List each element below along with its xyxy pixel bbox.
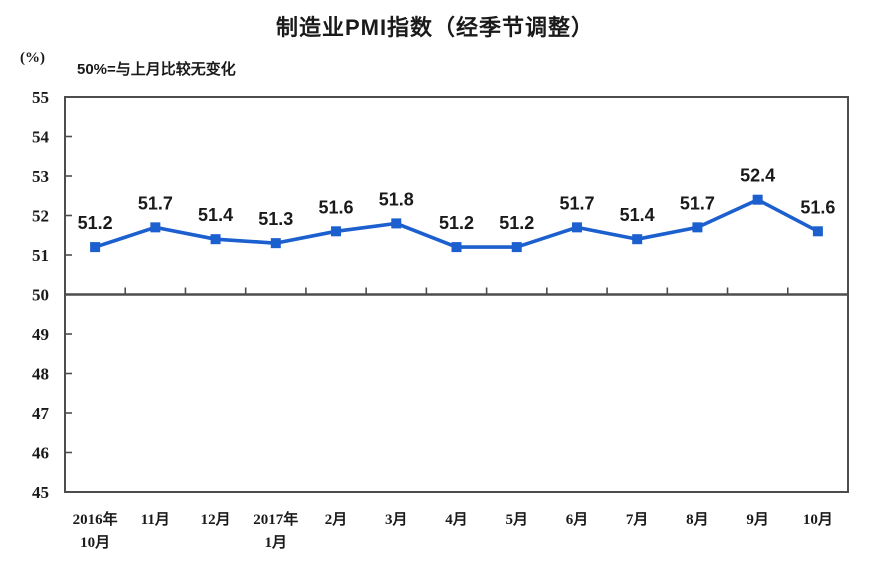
x-axis-category-label: 2月: [325, 511, 348, 528]
x-axis-category-label: 2017年 1月: [253, 510, 298, 551]
data-point-marker: [632, 234, 643, 245]
y-axis-tick-label: 54: [32, 128, 50, 147]
data-point-label: 51.4: [620, 205, 655, 225]
data-point-marker: [511, 242, 522, 253]
y-axis-tick-label: 45: [32, 483, 49, 502]
y-axis-unit-label: (%): [20, 50, 45, 66]
y-axis-tick-label: 51: [32, 246, 49, 265]
data-point-marker: [391, 218, 402, 229]
x-axis-category-label: 8月: [686, 511, 709, 528]
y-axis-tick-label: 53: [32, 167, 49, 186]
data-point-label: 51.6: [319, 197, 354, 217]
data-point-label: 51.7: [138, 193, 173, 213]
data-point-label: 51.4: [198, 205, 233, 225]
data-point-label: 51.8: [379, 189, 414, 209]
data-point-label: 51.3: [258, 209, 293, 229]
data-point-marker: [451, 242, 462, 253]
y-axis-tick-label: 47: [32, 404, 50, 423]
x-axis-category-label: 5月: [505, 511, 528, 528]
reference-line-note: 50%=与上月比较无变化: [77, 61, 236, 78]
y-axis-tick-label: 48: [32, 365, 49, 384]
x-axis-category-label: 6月: [566, 511, 589, 528]
data-point-label: 51.2: [499, 213, 534, 233]
data-point-marker: [270, 238, 281, 249]
x-axis-category-label: 10月: [803, 511, 833, 528]
x-axis-category-label: 11月: [141, 511, 170, 528]
x-axis-category-label: 2016年 10月: [73, 510, 118, 551]
data-point-marker: [210, 234, 221, 245]
data-point-label: 51.7: [559, 193, 594, 213]
data-point-label: 51.6: [800, 197, 835, 217]
data-point-marker: [812, 226, 823, 237]
chart-title: 制造业PMI指数（经季节调整）: [275, 15, 595, 40]
y-axis-tick-label: 49: [32, 325, 49, 344]
y-axis-tick-label: 50: [32, 286, 49, 305]
data-point-label: 51.7: [680, 193, 715, 213]
x-axis-category-label: 7月: [626, 511, 649, 528]
x-axis-category-label: 12月: [201, 511, 231, 528]
y-axis-tick-label: 55: [32, 88, 49, 107]
y-axis-tick-label: 46: [32, 444, 49, 463]
data-point-marker: [692, 222, 703, 233]
data-point-marker: [571, 222, 582, 233]
data-point-marker: [752, 194, 763, 205]
x-axis-category-label: 9月: [746, 511, 769, 528]
data-point-marker: [150, 222, 161, 233]
data-point-label: 52.4: [740, 166, 775, 186]
data-point-marker: [90, 242, 101, 253]
data-point-label: 51.2: [439, 213, 474, 233]
y-axis-tick-label: 52: [32, 207, 49, 226]
x-axis-category-label: 3月: [385, 511, 408, 528]
x-axis-category-label: 4月: [445, 511, 468, 528]
data-point-label: 51.2: [78, 213, 113, 233]
data-point-marker: [331, 226, 342, 237]
